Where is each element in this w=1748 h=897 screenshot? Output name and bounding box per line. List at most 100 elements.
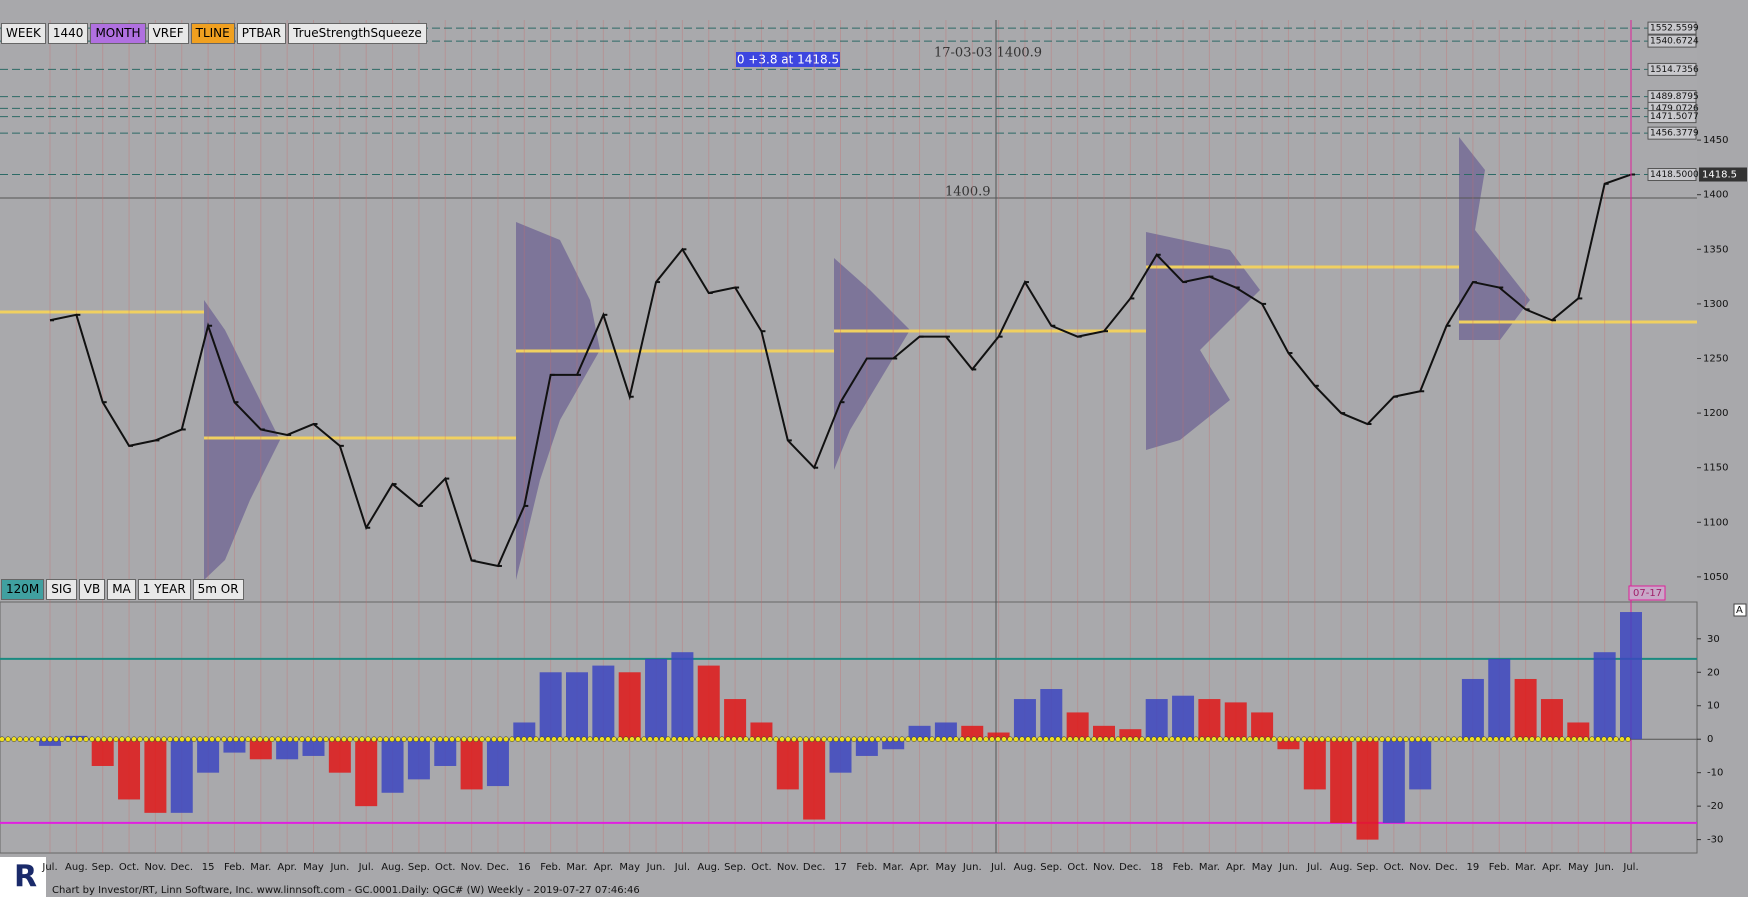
histogram-bar bbox=[1145, 699, 1168, 740]
zero-dot bbox=[1307, 736, 1313, 742]
zero-dot bbox=[47, 736, 53, 742]
zero-dot bbox=[755, 736, 761, 742]
zero-dot bbox=[1223, 736, 1229, 742]
zero-dot bbox=[533, 736, 539, 742]
zero-dot bbox=[911, 736, 917, 742]
toolbar-button[interactable]: PTBAR bbox=[236, 23, 287, 44]
toolbar-button[interactable]: 5m OR bbox=[192, 579, 244, 600]
x-tick-label: Oct. bbox=[119, 862, 139, 873]
toolbar-button[interactable]: MA bbox=[107, 579, 136, 600]
zero-dot bbox=[1481, 736, 1487, 742]
toolbar-button[interactable]: TLINE bbox=[190, 23, 235, 44]
x-tick-label: May bbox=[1568, 862, 1589, 873]
zero-dot bbox=[1499, 736, 1505, 742]
zero-dot bbox=[233, 736, 239, 742]
last-price-label: 1418.5 bbox=[1702, 170, 1737, 181]
y-tick-label: 20 bbox=[1707, 667, 1720, 678]
zero-dot bbox=[509, 736, 515, 742]
zero-dot bbox=[887, 736, 893, 742]
zero-dot bbox=[827, 736, 833, 742]
x-tick-label: 15 bbox=[202, 862, 215, 873]
histogram-bar bbox=[486, 739, 509, 787]
toolbar-button[interactable]: 1 YEAR bbox=[137, 579, 191, 600]
zero-dot bbox=[317, 736, 323, 742]
zero-dot bbox=[275, 736, 281, 742]
toolbar-button[interactable]: SIG bbox=[46, 579, 77, 600]
zero-dot bbox=[869, 736, 875, 742]
toolbar-button[interactable]: WEEK bbox=[1, 23, 46, 44]
histogram-bar bbox=[223, 739, 246, 753]
zero-dot bbox=[395, 736, 401, 742]
zero-dot bbox=[203, 736, 209, 742]
zero-dot bbox=[431, 736, 437, 742]
info-text: 0 +3.8 at 1418.5 bbox=[737, 53, 839, 67]
zero-dot bbox=[1049, 736, 1055, 742]
zero-dot bbox=[1145, 736, 1151, 742]
toolbar-button[interactable]: 1440 bbox=[47, 23, 89, 44]
toolbar-button[interactable]: VB bbox=[78, 579, 106, 600]
zero-dot bbox=[1169, 736, 1175, 742]
zero-dot bbox=[1217, 736, 1223, 742]
x-tick-label: Sep. bbox=[1040, 862, 1062, 873]
histogram-bar bbox=[197, 739, 220, 773]
zero-dot bbox=[71, 736, 77, 742]
zero-dot bbox=[389, 736, 395, 742]
zero-dot bbox=[215, 736, 221, 742]
zero-dot bbox=[719, 736, 725, 742]
y-tick-label: 1100 bbox=[1703, 517, 1728, 528]
zero-dot bbox=[1199, 736, 1205, 742]
zero-dot bbox=[155, 736, 161, 742]
zero-dot bbox=[779, 736, 785, 742]
zero-dot bbox=[851, 736, 857, 742]
toolbar: 120M SIG VB MA 1 YEAR 5m OR bbox=[1, 579, 244, 600]
zero-dot bbox=[1277, 736, 1283, 742]
x-tick-label: Dec. bbox=[170, 862, 193, 873]
zero-dot bbox=[1373, 736, 1379, 742]
zero-dot bbox=[569, 736, 575, 742]
histogram-bar bbox=[513, 722, 536, 740]
x-tick-label: Feb. bbox=[856, 862, 877, 873]
toolbar-button[interactable]: MONTH bbox=[90, 23, 146, 44]
zero-dot bbox=[1553, 736, 1559, 742]
level-box bbox=[1647, 168, 1697, 182]
histogram-bar bbox=[434, 739, 457, 766]
zero-dot bbox=[173, 736, 179, 742]
zero-dot bbox=[1511, 736, 1517, 742]
zero-dot bbox=[1613, 736, 1619, 742]
zero-dot bbox=[329, 736, 335, 742]
zero-dot bbox=[191, 736, 197, 742]
zero-dot bbox=[167, 736, 173, 742]
zero-dot bbox=[1109, 736, 1115, 742]
y-tick-label: 1350 bbox=[1703, 244, 1728, 255]
y-tick-label: 1250 bbox=[1703, 353, 1728, 364]
zero-dot bbox=[701, 736, 707, 742]
zero-dot bbox=[1271, 736, 1277, 742]
zero-dot bbox=[1559, 736, 1565, 742]
toolbar-button[interactable]: TrueStrengthSqueeze bbox=[288, 23, 427, 44]
y-tick-label: 1200 bbox=[1703, 408, 1728, 419]
zero-dot bbox=[1001, 736, 1007, 742]
x-tick-label: Feb. bbox=[1489, 862, 1510, 873]
toolbar-button[interactable]: 120M bbox=[1, 579, 45, 600]
zero-dot bbox=[1091, 736, 1097, 742]
zero-dot bbox=[515, 736, 521, 742]
crosshair-label: 17-03-03 1400.9 bbox=[934, 46, 1042, 61]
zero-dot bbox=[1133, 736, 1139, 742]
y-tick-label: 1300 bbox=[1703, 299, 1728, 310]
x-tick-label: 16 bbox=[518, 862, 531, 873]
histogram-bar bbox=[1382, 739, 1405, 823]
zero-dot bbox=[1379, 736, 1385, 742]
zero-dot bbox=[1235, 736, 1241, 742]
last-price-box bbox=[1699, 167, 1747, 182]
zero-dot bbox=[845, 736, 851, 742]
x-tick-label: Jul. bbox=[674, 862, 690, 873]
zero-dot bbox=[1067, 736, 1073, 742]
zero-dot bbox=[1247, 736, 1253, 742]
zero-dot bbox=[1355, 736, 1361, 742]
x-tick-label: Dec. bbox=[1435, 862, 1458, 873]
toolbar-button[interactable]: VREF bbox=[147, 23, 189, 44]
zero-dot bbox=[767, 736, 773, 742]
histogram-bar bbox=[65, 735, 88, 740]
zero-dot bbox=[1445, 736, 1451, 742]
zero-dot bbox=[1253, 736, 1259, 742]
